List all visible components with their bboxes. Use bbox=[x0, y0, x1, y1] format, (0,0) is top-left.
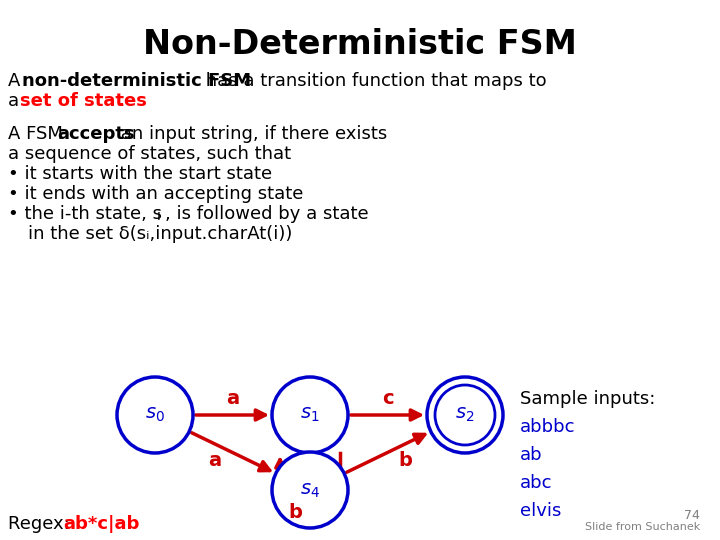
Text: Slide from Suchanek: Slide from Suchanek bbox=[585, 522, 700, 532]
Text: b: b bbox=[288, 503, 302, 522]
Text: a: a bbox=[8, 92, 25, 110]
Text: accepts: accepts bbox=[57, 125, 135, 143]
Text: elvis: elvis bbox=[520, 502, 562, 520]
Text: • it starts with the start state: • it starts with the start state bbox=[8, 165, 272, 183]
Text: 74: 74 bbox=[684, 509, 700, 522]
Text: a: a bbox=[208, 451, 221, 470]
Circle shape bbox=[272, 377, 348, 453]
Text: an input string, if there exists: an input string, if there exists bbox=[115, 125, 387, 143]
FancyArrowPatch shape bbox=[196, 410, 266, 420]
Text: • it ends with an accepting state: • it ends with an accepting state bbox=[8, 185, 303, 203]
Circle shape bbox=[272, 452, 348, 528]
Text: c: c bbox=[382, 389, 393, 408]
Text: A: A bbox=[8, 72, 26, 90]
Circle shape bbox=[117, 377, 193, 453]
Text: .: . bbox=[117, 92, 124, 110]
Text: a sequence of states, such that: a sequence of states, such that bbox=[8, 145, 291, 163]
FancyArrowPatch shape bbox=[351, 410, 420, 420]
Text: ab*c|ab: ab*c|ab bbox=[63, 515, 140, 533]
Text: in the set δ(sᵢ,input.charAt(i)): in the set δ(sᵢ,input.charAt(i)) bbox=[28, 225, 292, 243]
Text: A FSM: A FSM bbox=[8, 125, 68, 143]
Text: ab: ab bbox=[520, 446, 543, 464]
Text: a: a bbox=[226, 389, 239, 408]
Text: has a transition function that maps to: has a transition function that maps to bbox=[200, 72, 546, 90]
Text: abc: abc bbox=[520, 474, 552, 492]
Text: • the i-th state, s: • the i-th state, s bbox=[8, 205, 162, 223]
Text: set of states: set of states bbox=[20, 92, 147, 110]
Text: $s_0$: $s_0$ bbox=[145, 406, 165, 424]
Text: $s_1$: $s_1$ bbox=[300, 406, 320, 424]
Text: Regex:: Regex: bbox=[8, 515, 76, 533]
FancyArrowPatch shape bbox=[347, 434, 425, 472]
Text: $s_4$: $s_4$ bbox=[300, 481, 320, 500]
Text: i: i bbox=[157, 209, 161, 223]
Text: $s_2$: $s_2$ bbox=[455, 406, 474, 424]
Text: Sample inputs:: Sample inputs: bbox=[520, 390, 655, 408]
Text: , is followed by a state: , is followed by a state bbox=[165, 205, 369, 223]
Circle shape bbox=[427, 377, 503, 453]
Text: b: b bbox=[399, 451, 413, 470]
Text: abbbc: abbbc bbox=[520, 418, 575, 436]
Text: non-deterministic FSM: non-deterministic FSM bbox=[22, 72, 251, 90]
FancyArrowPatch shape bbox=[192, 433, 270, 471]
Circle shape bbox=[435, 385, 495, 445]
Text: Non-Deterministic FSM: Non-Deterministic FSM bbox=[143, 28, 577, 61]
